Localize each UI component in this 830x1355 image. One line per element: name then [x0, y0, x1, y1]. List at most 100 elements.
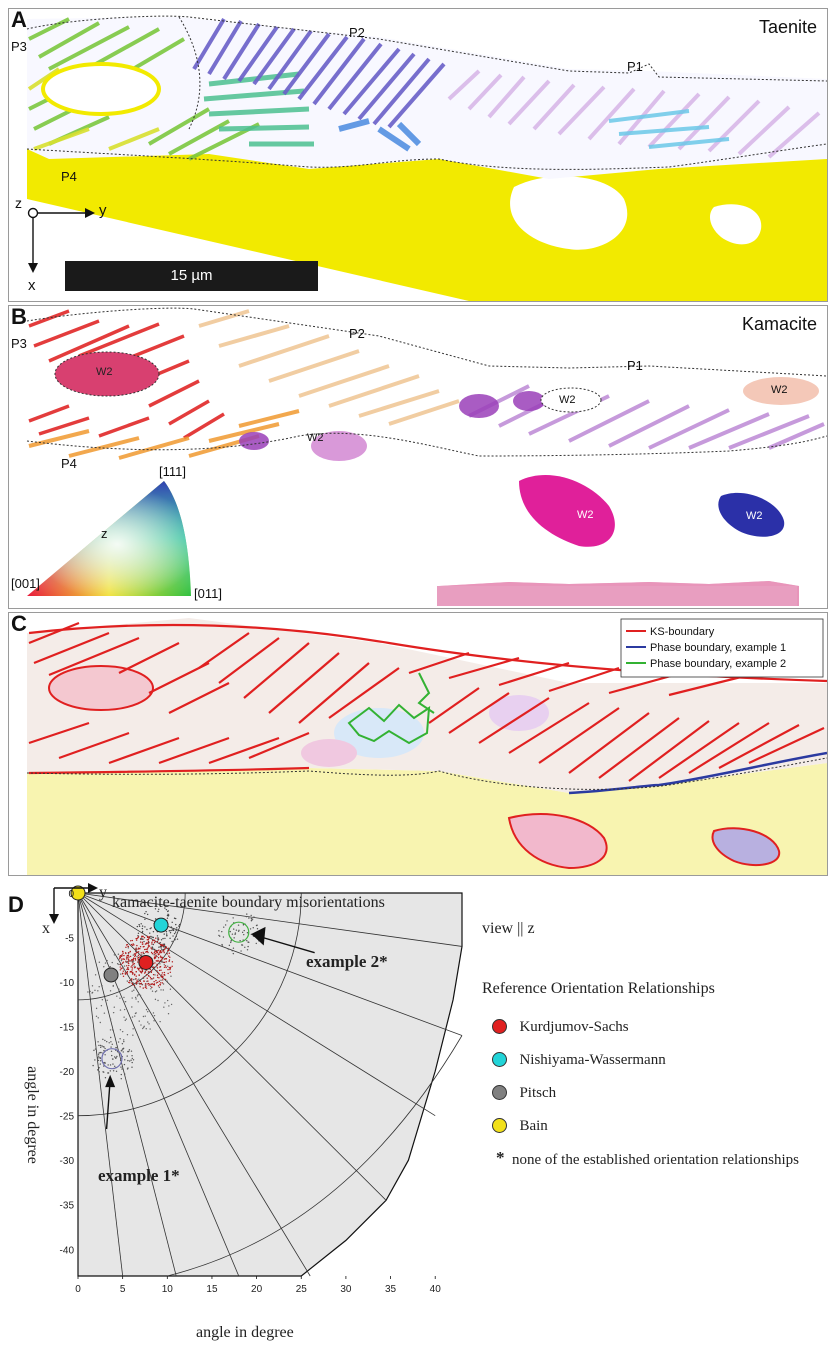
scatter-point — [111, 1054, 113, 1057]
example-2-arrowhead — [251, 926, 266, 946]
legend-phase-boundary-2: Phase boundary, example 2 — [650, 658, 786, 670]
scatter-point — [110, 1036, 112, 1039]
scatter-point — [144, 972, 146, 974]
scatter-point — [91, 991, 94, 994]
scatter-point — [135, 975, 137, 977]
scatter-point — [126, 943, 129, 946]
scatter-point — [169, 971, 172, 974]
scatter-point — [101, 1045, 103, 1047]
scatter-point — [164, 978, 167, 981]
scatter-point — [167, 965, 169, 967]
scatter-point — [140, 923, 142, 925]
scatter-point — [160, 951, 163, 953]
scatter-point — [164, 974, 166, 976]
label-w2: W2 — [746, 510, 763, 522]
scatter-point — [148, 937, 150, 940]
scatter-point — [126, 980, 129, 982]
scatter-point — [131, 978, 133, 980]
scatter-point — [149, 985, 152, 987]
scatter-point — [149, 1028, 151, 1030]
scatter-point — [133, 963, 136, 965]
scatter-point — [158, 980, 161, 983]
scatter-point — [252, 927, 254, 929]
legend-item-nw: Nishiyama-Wassermann — [492, 1051, 666, 1069]
scatter-point — [125, 946, 127, 949]
hole-region — [510, 176, 628, 250]
scatter-point — [126, 954, 128, 957]
scatter-point — [126, 957, 128, 959]
example-1-marker — [101, 1048, 123, 1070]
scatter-point — [135, 939, 138, 941]
scatter-point — [136, 967, 139, 969]
panel-label-d: D — [8, 892, 24, 917]
scatter-point — [235, 929, 238, 931]
scatter-point — [152, 940, 154, 942]
scatter-point — [155, 979, 157, 982]
taenite-orientation-map — [26, 15, 827, 301]
scatter-point — [157, 985, 160, 987]
scatter-point — [139, 970, 141, 972]
scatter-point — [170, 1003, 173, 1006]
scatter-point — [157, 999, 159, 1002]
footnote-mark: * — [496, 1148, 505, 1167]
scatter-point — [150, 988, 152, 990]
scatter-point — [146, 947, 149, 949]
inclusion-w2 — [41, 62, 161, 116]
scatter-point — [131, 967, 134, 969]
annotation-p4: P4 — [61, 169, 77, 184]
scatter-point — [168, 955, 170, 957]
scatter-point — [153, 939, 155, 941]
scatter-point — [128, 1050, 130, 1053]
scatter-point — [119, 1029, 122, 1031]
scatter-point — [135, 952, 138, 954]
scatter-point — [151, 986, 153, 989]
scatter-point — [136, 979, 138, 981]
scatter-point — [161, 956, 164, 959]
scatter-point — [153, 1014, 156, 1017]
x-tick-label: 0 — [75, 1284, 81, 1295]
axis-label-x: x — [28, 277, 36, 294]
scatter-point — [116, 963, 119, 965]
scatter-point — [129, 960, 131, 962]
scatter-point — [158, 977, 160, 979]
scatter-point — [164, 1002, 166, 1004]
scatter-point — [173, 938, 176, 940]
scatter-point — [134, 955, 136, 958]
scatter-point — [232, 947, 235, 949]
scatter-point — [112, 1070, 115, 1072]
scatter-point — [94, 989, 96, 992]
scatter-point — [133, 974, 136, 976]
scatter-point — [135, 948, 137, 950]
scatter-point — [110, 1041, 112, 1043]
scatter-point — [122, 1048, 124, 1050]
scatter-point — [156, 940, 159, 943]
scatter-point — [156, 951, 158, 953]
scatter-point — [126, 1055, 128, 1057]
legend-dot — [492, 1052, 507, 1068]
scatter-point — [135, 938, 137, 940]
scatter-point — [168, 959, 171, 961]
scatter-point — [153, 941, 156, 944]
legend-label: Bain — [519, 1118, 548, 1134]
scatter-point — [122, 1051, 124, 1053]
scatter-point — [130, 1050, 133, 1052]
axis-label-z: z — [15, 195, 22, 211]
scatter-point — [178, 925, 180, 927]
y-axis-label: angle in degree — [24, 1066, 41, 1164]
scatter-point — [165, 931, 168, 933]
grid-radial-line — [77, 892, 387, 1201]
scatter-point — [128, 960, 130, 962]
scatter-point — [131, 1061, 133, 1064]
scatter-point — [163, 971, 166, 974]
boundary-map: KS-boundary Phase boundary, example 1 Ph… — [26, 618, 827, 875]
scatter-point — [158, 942, 160, 944]
scatter-point — [131, 1055, 133, 1057]
scatter-point — [144, 986, 147, 989]
scatter-point — [160, 939, 163, 941]
scatter-point — [123, 1016, 125, 1018]
scatter-point — [98, 1071, 100, 1073]
scatter-point — [91, 985, 94, 987]
scatter-point — [246, 949, 249, 951]
legend-label: Nishiyama-Wassermann — [519, 1052, 666, 1068]
panel-label-b: B — [11, 305, 27, 329]
